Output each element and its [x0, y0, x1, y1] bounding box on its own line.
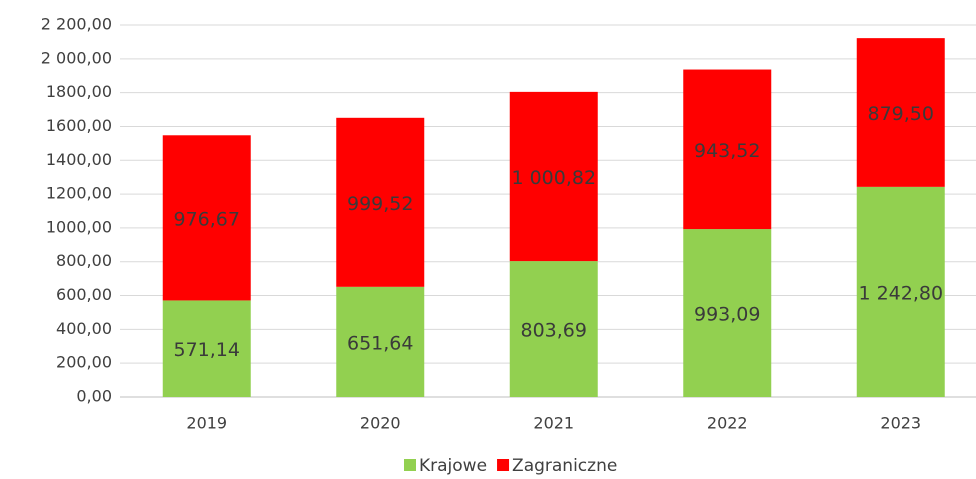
x-tick-label: 2021 [533, 414, 574, 433]
legend-label: Zagraniczne [512, 456, 617, 476]
x-tick-label: 2020 [360, 414, 401, 433]
bar-segment [856, 186, 945, 397]
bar-segment [162, 300, 251, 397]
y-tick-label: 2 200,00 [41, 15, 112, 34]
data-label: 993,09 [694, 304, 760, 326]
data-label: 1 242,80 [858, 282, 943, 304]
data-label: 999,52 [347, 193, 413, 215]
y-tick-label: 1600,00 [46, 116, 112, 135]
y-tick-label: 400,00 [56, 319, 112, 338]
data-label: 1 000,82 [511, 167, 596, 189]
y-tick-label: 1200,00 [46, 184, 112, 203]
bar-segment [683, 229, 772, 397]
data-label: 803,69 [521, 320, 587, 342]
y-tick-label: 200,00 [56, 353, 112, 372]
y-tick-label: 1000,00 [46, 217, 112, 236]
bar-segment [683, 69, 772, 230]
data-label: 943,52 [694, 140, 760, 162]
bar-segment [162, 135, 251, 301]
legend-swatch [497, 459, 510, 471]
bar-segment [509, 91, 598, 262]
data-label: 571,14 [174, 339, 240, 361]
data-label: 651,64 [347, 332, 413, 354]
data-label: 976,67 [174, 208, 240, 230]
legend-swatch [404, 459, 416, 471]
y-tick-label: 2 000,00 [41, 48, 112, 67]
y-tick-label: 0,00 [76, 387, 112, 406]
bar-segment [509, 261, 598, 397]
x-tick-label: 2023 [880, 414, 921, 433]
bar-segment [336, 286, 425, 397]
x-tick-label: 2022 [707, 414, 748, 433]
x-tick-label: 2019 [186, 414, 227, 433]
y-tick-label: 1400,00 [46, 150, 112, 169]
bar-segment [856, 38, 945, 187]
bar-segment [336, 117, 425, 287]
y-tick-label: 1800,00 [46, 82, 112, 101]
legend-label: Krajowe [419, 456, 487, 476]
y-tick-label: 600,00 [56, 285, 112, 304]
data-label: 879,50 [868, 103, 934, 125]
y-tick-label: 800,00 [56, 251, 112, 270]
